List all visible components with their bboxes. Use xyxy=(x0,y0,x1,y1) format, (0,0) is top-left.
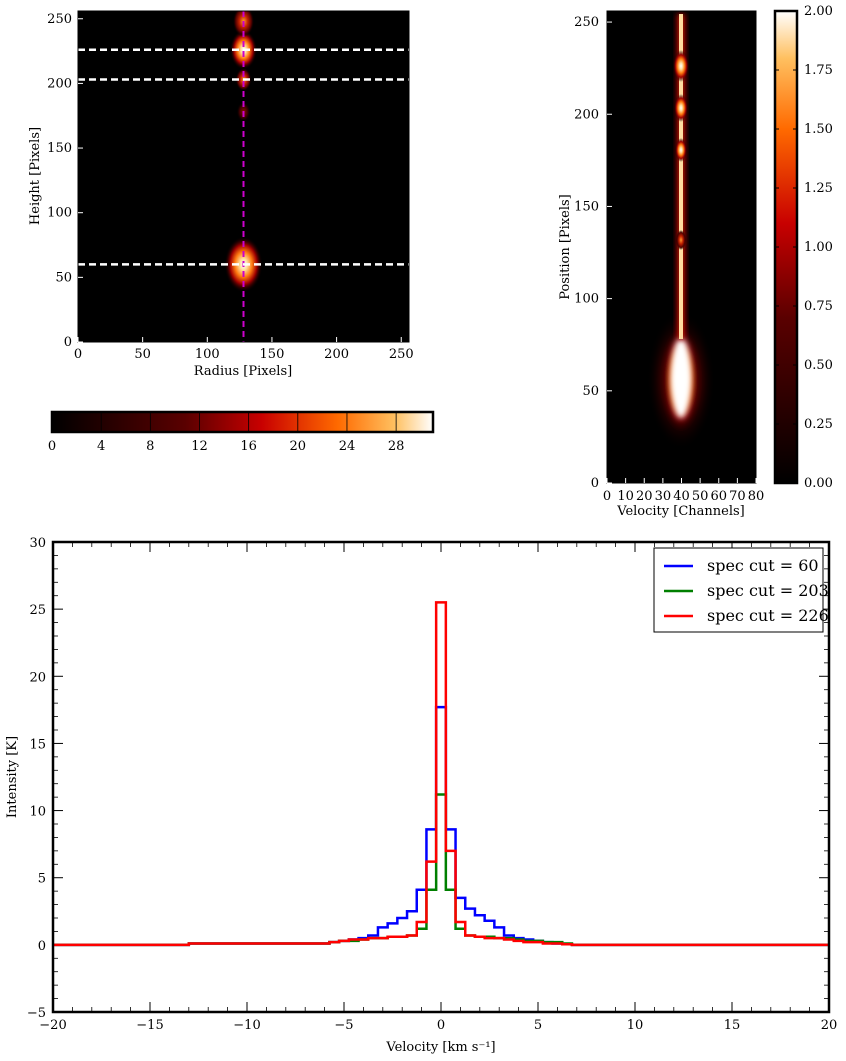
map-xtick-label: 200 xyxy=(324,347,349,362)
spectrum-ytick-label: 0 xyxy=(38,939,46,954)
legend-label-1: spec cut = 60 xyxy=(707,556,819,575)
map-colorbar-tick-label: 20 xyxy=(290,439,307,454)
map-colorbar-tick-label: 28 xyxy=(388,439,405,454)
pv-ytick-label: 0 xyxy=(591,476,599,491)
pv-jet xyxy=(679,14,683,339)
spectrum-ytick-label: 15 xyxy=(29,737,46,752)
spectrum-ytick-label: 30 xyxy=(29,536,46,551)
pv-colorbar-fill xyxy=(775,11,797,483)
map-xtick-label: 50 xyxy=(134,347,151,362)
pv-xtick-label: 70 xyxy=(729,489,746,504)
pv-colorbar: 0.00 0.25 0.50 0.75 1.00 1.25 1.50 1.75 2.00 xyxy=(773,4,833,491)
pv-knot-3 xyxy=(675,138,687,162)
spectrum-xtick-label: 20 xyxy=(821,1018,838,1033)
spectrum-ytick-label: 5 xyxy=(38,872,46,887)
map-ytick-label: 200 xyxy=(47,76,72,91)
spectrum-ytick-label: 20 xyxy=(29,670,46,685)
map-colorbar-tick-label: 24 xyxy=(339,439,356,454)
map-colorbar-tick-label: 12 xyxy=(191,439,208,454)
spectrum-xtick-label: 15 xyxy=(724,1018,741,1033)
pv-ytick-label: 250 xyxy=(574,15,599,30)
pv-colorbar-tick-label: 1.50 xyxy=(804,122,833,137)
map-ytick-label: 0 xyxy=(64,335,72,350)
pv-xtick-label: 10 xyxy=(617,489,634,504)
map-colorbar-tick-label: 0 xyxy=(48,439,56,454)
pv-colorbar-tick-label: 1.25 xyxy=(804,181,833,196)
pv-xlabel: Velocity [Channels] xyxy=(616,504,745,519)
pv-knot-2 xyxy=(674,94,688,122)
pv-colorbar-tick-label: 0.50 xyxy=(804,358,833,373)
pv-ytick-label: 150 xyxy=(574,199,599,214)
pv-xtick-label: 50 xyxy=(692,489,709,504)
spectrum-ytick-label: 10 xyxy=(29,805,46,820)
pv-ytick-label: 50 xyxy=(582,384,599,399)
pv-colorbar-tick-label: 0.25 xyxy=(804,417,833,432)
spectrum-xtick-label: −20 xyxy=(39,1018,66,1033)
spectrum-ytick-label: 25 xyxy=(29,603,46,618)
pv-xtick-label: 40 xyxy=(673,489,690,504)
map-colorbar-tick-label: 4 xyxy=(97,439,105,454)
pv-xtick-label: 80 xyxy=(748,489,765,504)
pv-colorbar-tick-label: 1.00 xyxy=(804,240,833,255)
spectrum-frame xyxy=(51,540,831,1014)
spectrum-plot: −20 −15 −10 −5 0 5 10 15 20 −5 0 5 10 15 20 25 30 Veloci… xyxy=(5,536,837,1055)
pv-knot-4 xyxy=(676,230,686,250)
spectrum-xtick-label: −10 xyxy=(233,1018,260,1033)
spectrum-series-spec-cut--226 xyxy=(53,601,829,947)
spectrum-xtick-label: −15 xyxy=(136,1018,163,1033)
pv-xtick-label: 20 xyxy=(636,489,653,504)
map-ylabel: Height [Pixels] xyxy=(28,127,43,225)
spectrum-xtick-label: 10 xyxy=(627,1018,644,1033)
legend-label-2: spec cut = 203 xyxy=(707,581,829,600)
map-ytick-label: 150 xyxy=(47,141,72,156)
pv-core xyxy=(671,338,691,418)
pv-colorbar-tick-label: 0.75 xyxy=(804,299,833,314)
legend-label-3: spec cut = 226 xyxy=(707,606,829,625)
spectrum-legend: spec cut = 60 spec cut = 203 spec cut = 22… xyxy=(653,547,829,633)
pv-xtick-label: 60 xyxy=(710,489,727,504)
map-ytick-label: 50 xyxy=(55,270,72,285)
pv-ytick-label: 200 xyxy=(574,107,599,122)
map-ytick-label: 250 xyxy=(47,12,72,27)
pv-xtick-label: 30 xyxy=(655,489,672,504)
spectrum-xlabel: Velocity [km s⁻¹] xyxy=(385,1040,495,1055)
map-colorbar: 0 4 8 12 16 20 24 28 xyxy=(48,410,435,454)
map-xtick-label: 0 xyxy=(74,347,82,362)
pv-colorbar-tick-label: 1.75 xyxy=(804,63,833,78)
pv-ylabel: Position [Pixels] xyxy=(558,194,573,300)
map-colorbar-tick-label: 16 xyxy=(240,439,257,454)
spectrum-ylabel: Intensity [K] xyxy=(5,736,20,818)
pv-ytick-label: 100 xyxy=(574,292,599,307)
map-frame xyxy=(77,10,410,343)
map-xtick-label: 150 xyxy=(260,347,285,362)
pv-colorbar-tick-label: 0.00 xyxy=(804,476,833,491)
spectrum-xtick-label: −5 xyxy=(334,1018,353,1033)
map-xtick-label: 250 xyxy=(389,347,414,362)
map-colorbar-tick-label: 8 xyxy=(146,439,154,454)
map-xtick-label: 100 xyxy=(195,347,220,362)
map-colorbar-fill xyxy=(52,412,433,432)
pv-colorbar-tick-label: 2.00 xyxy=(804,4,833,19)
spectrum-xtick-label: 0 xyxy=(437,1018,445,1033)
spectrum-xtick-label: 5 xyxy=(534,1018,542,1033)
map-xlabel: Radius [Pixels] xyxy=(194,364,292,379)
spectrum-ytick-label: −5 xyxy=(27,1006,46,1021)
map-ytick-label: 100 xyxy=(47,206,72,221)
radius-height-map: 0 50 100 150 200 250 0 50 100 150 200 250 Radius [… xyxy=(28,10,414,379)
pv-knot-1 xyxy=(673,50,689,82)
pv-xtick-label: 0 xyxy=(603,489,611,504)
